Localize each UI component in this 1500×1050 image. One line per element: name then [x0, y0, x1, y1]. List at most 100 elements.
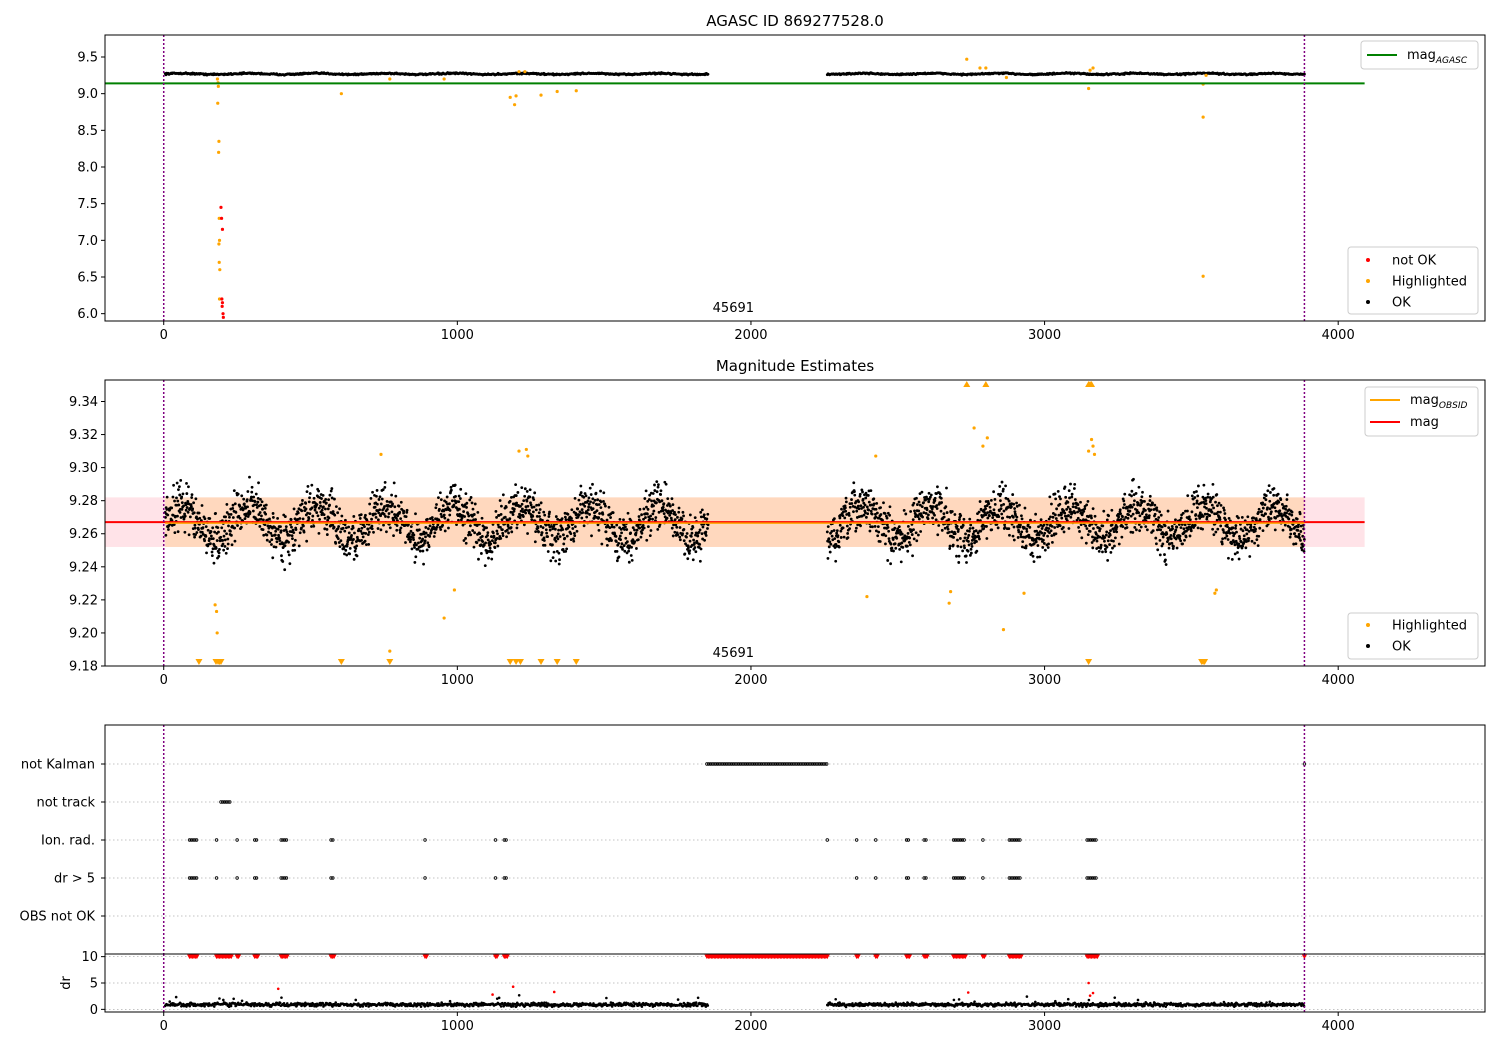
y-tick-label: 8.5 [77, 124, 98, 139]
ok-point [313, 508, 317, 512]
ok-point [828, 550, 832, 554]
ok-point [924, 511, 928, 515]
ok-point [188, 515, 192, 519]
ok-point [843, 516, 847, 520]
ok-point [999, 504, 1003, 507]
ok-point [304, 507, 308, 511]
ok-point [397, 504, 401, 508]
highlighted-point [874, 454, 878, 458]
ok-point [1012, 538, 1016, 542]
ok-point [844, 500, 848, 504]
below-range-marker [1201, 659, 1209, 665]
ok-point [360, 539, 363, 542]
ok-point [1109, 551, 1113, 554]
ok-point [185, 492, 189, 495]
ok-point [847, 511, 851, 515]
ok-point [1183, 538, 1186, 542]
flag-point [1012, 838, 1017, 842]
flag-point [189, 876, 194, 880]
ok-point [927, 500, 931, 504]
ok-point [292, 507, 296, 511]
ok-point [610, 539, 613, 542]
flag-point [745, 762, 750, 766]
ok-point [519, 504, 522, 508]
ok-point [1190, 510, 1194, 514]
ok-point [641, 523, 645, 527]
ok-point [1001, 487, 1005, 491]
ok-point [1148, 494, 1152, 498]
ok-point [1007, 499, 1011, 503]
flag-point [955, 876, 959, 880]
ok-point [539, 501, 543, 505]
ok-point [445, 495, 449, 499]
ok-point [623, 528, 626, 531]
ok-point [1090, 516, 1093, 520]
ok-point [340, 514, 344, 518]
ok-point [624, 536, 628, 540]
ok-point [1000, 512, 1004, 516]
ok-point [327, 516, 331, 520]
ok-point [1059, 497, 1062, 501]
ok-point [891, 538, 895, 541]
ok-point [1021, 540, 1025, 544]
ok-point [1233, 543, 1237, 547]
ok-point [398, 510, 402, 514]
ok-point [541, 526, 545, 530]
ok-point [268, 540, 272, 544]
ok-point [1062, 509, 1066, 513]
flag-point [772, 762, 776, 766]
ok-point [250, 490, 254, 494]
ok-point [1022, 526, 1026, 529]
ok-point [604, 504, 607, 508]
ok-point [327, 498, 331, 502]
ok-point [379, 528, 383, 532]
ok-point [543, 543, 547, 547]
ok-point [943, 526, 947, 530]
ok-point [992, 508, 996, 512]
ok-point [961, 549, 965, 553]
ok-point [1091, 507, 1095, 511]
highlighted-point [215, 631, 219, 635]
ok-point [457, 494, 461, 498]
ok-point [1106, 539, 1110, 543]
ok-point [1272, 493, 1276, 497]
ok-point [1093, 514, 1097, 518]
ok-point [1078, 518, 1082, 522]
ok-point [638, 526, 642, 530]
ok-point [651, 512, 655, 516]
ok-point [550, 533, 554, 537]
ok-point [1095, 539, 1099, 543]
ok-point [1276, 492, 1280, 496]
ok-point [651, 517, 654, 521]
ok-point [443, 529, 447, 533]
ok-point [365, 543, 368, 547]
ok-point [862, 513, 866, 517]
ok-point [514, 483, 518, 487]
ok-point [922, 501, 925, 505]
ok-point [197, 528, 200, 532]
ok-point [1017, 530, 1021, 534]
ok-point [902, 508, 906, 512]
ok-point [473, 502, 477, 506]
highlighted-point [965, 57, 969, 61]
ok-point [493, 546, 497, 550]
flag-point [1016, 838, 1020, 842]
ok-point [628, 544, 632, 548]
highlighted-point [949, 590, 953, 594]
ok-point [602, 499, 605, 503]
ok-point [1257, 510, 1260, 514]
ok-point [677, 506, 681, 510]
ok-point [523, 494, 527, 498]
ok-point [271, 512, 275, 515]
ok-point [837, 540, 841, 544]
ok-point [971, 526, 975, 530]
ok-point [996, 526, 1000, 530]
y-tick-label: 9.34 [69, 395, 98, 410]
ok-point [950, 530, 954, 534]
ok-point [298, 517, 302, 520]
ok-point [308, 512, 312, 515]
ok-point [1211, 495, 1215, 499]
ok-point [1053, 526, 1057, 529]
ok-point [1127, 513, 1131, 517]
ok-point [1036, 544, 1040, 547]
